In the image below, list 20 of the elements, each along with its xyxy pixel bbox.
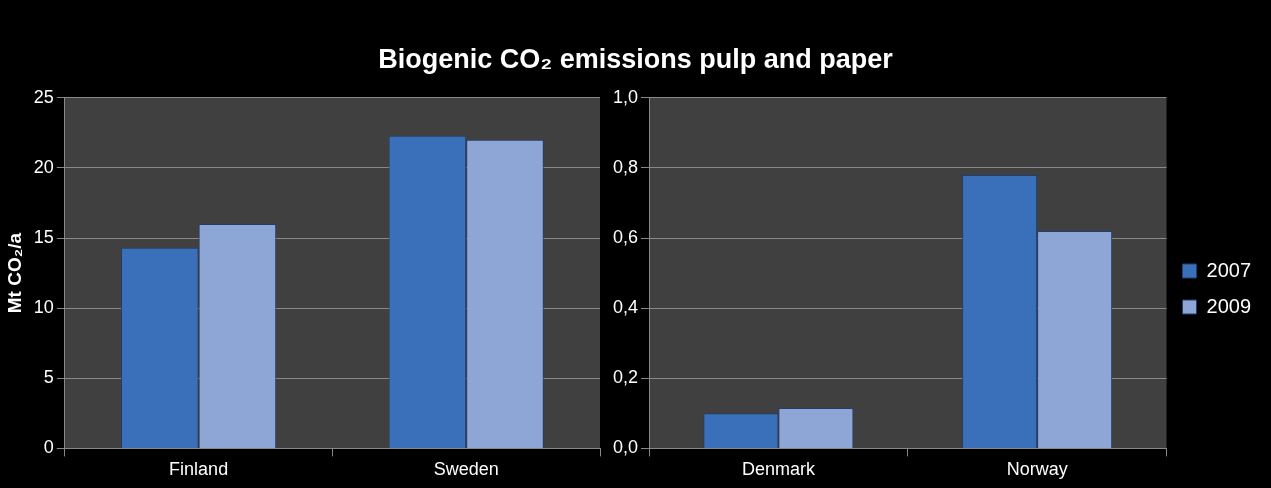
y-tick-label: 0,4 [612,297,639,318]
y-tick-label: 15 [33,227,54,248]
legend-label: 2009 [1206,294,1252,317]
y-tick-label: 25 [33,86,54,107]
y-tick-label: 0,0 [612,437,639,458]
y-tick-label: 0,6 [612,227,639,248]
chart-title: Biogenic CO₂ emissions pulp and paper [377,43,894,76]
y-tick-label: 0,2 [612,367,639,388]
x-tick-label: Norway [1006,459,1068,480]
legend-label: 2007 [1206,258,1252,281]
x-tick-label: Finland [169,459,229,480]
y-tick-label: 10 [33,297,54,318]
y-tick-label: 0 [43,437,54,458]
y-tick-label: 5 [43,367,54,388]
y-tick-label: 20 [33,156,54,177]
x-tick-label: Sweden [433,459,499,480]
y-axis-title: Mt CO₂/a [3,232,25,314]
y-tick-label: 0,8 [612,156,639,177]
x-tick-label: Denmark [741,459,816,480]
y-tick-label: 1,0 [612,86,639,107]
